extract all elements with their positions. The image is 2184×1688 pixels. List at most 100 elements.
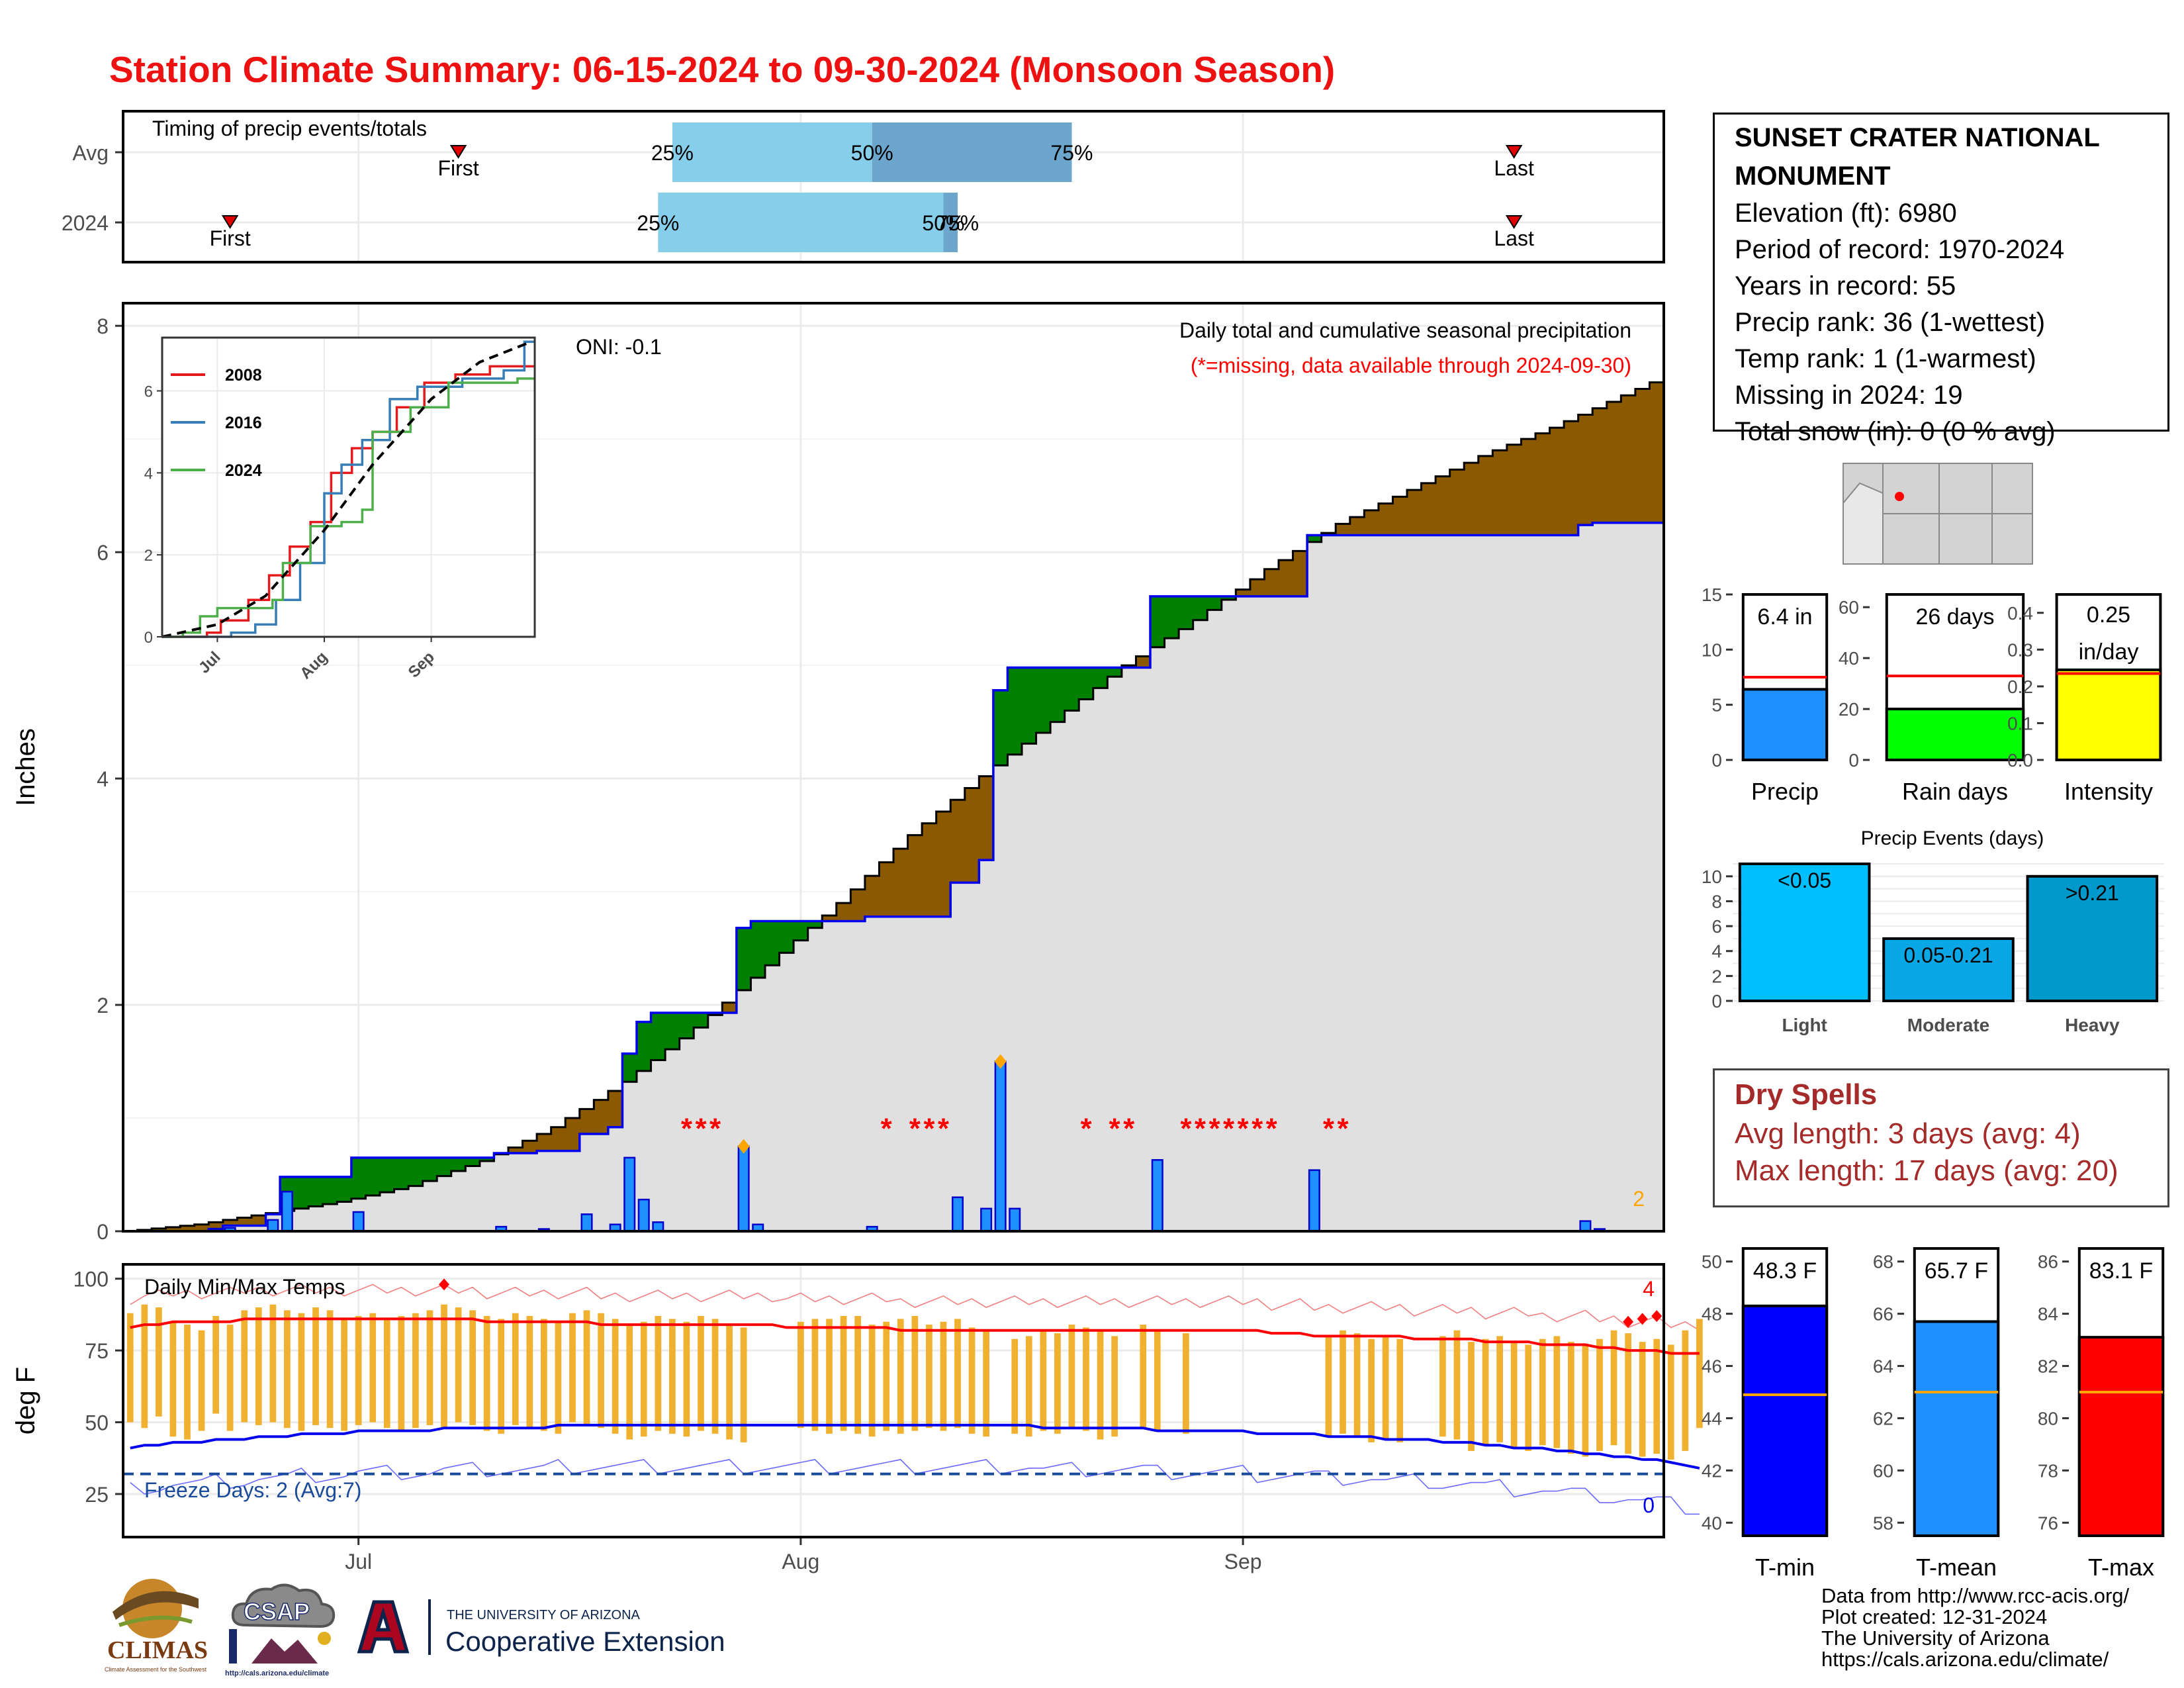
- timing-p25-label: 25%: [637, 211, 679, 235]
- temperature-summary-bars: 40 42 44 46 48 50 48.3 F T-min 58 60 62 64 66 68 65.7 …: [1702, 1247, 2173, 1581]
- precip-y-tick-label: 4: [97, 767, 109, 791]
- intensity-summary-y-tick-label: 0.1: [2007, 713, 2033, 733]
- cumulative-base-area: [123, 522, 1664, 1232]
- below-average-area: [950, 800, 966, 883]
- daily-temp-range-bar: [298, 1313, 305, 1431]
- daily-precip-bar: [951, 1196, 964, 1233]
- above-average-area: [465, 1157, 480, 1166]
- daily-temp-range-bar: [683, 1321, 690, 1437]
- daily-precip-bar: [980, 1207, 993, 1233]
- timing-bar-50-75: [943, 193, 958, 252]
- precip-y-tick-label: 2: [97, 994, 109, 1017]
- missing-data-marker: *: [1238, 1113, 1250, 1145]
- daily-temp-range-bar: [626, 1325, 633, 1440]
- legend-label-2008: 2008: [225, 366, 262, 385]
- below-average-area: [551, 1127, 566, 1151]
- precip-event-category-label: Moderate: [1907, 1015, 1989, 1035]
- daily-temp-range-bar: [1525, 1344, 1532, 1451]
- tmin-summary-y-tick-label: 50: [1702, 1252, 1722, 1272]
- climas-wordmark: CLIMAS: [107, 1636, 208, 1664]
- below-average-area: [579, 1109, 594, 1134]
- tmin-summary-y-tick-label: 46: [1702, 1356, 1722, 1377]
- missing-data-marker: *: [709, 1113, 721, 1145]
- station-precip-rank: Precip rank: 36 (1-wettest): [1735, 308, 2046, 337]
- below-average-area: [822, 915, 837, 921]
- below-average-area: [1621, 395, 1636, 523]
- missing-data-marker: *: [881, 1113, 893, 1145]
- daily-temp-range-bar: [1011, 1338, 1019, 1434]
- tmean-summary-y-tick-label: 64: [1873, 1356, 1893, 1377]
- daily-temp-range-bar: [1553, 1336, 1561, 1448]
- timing-bar-25-50: [658, 193, 944, 252]
- record-high-marker: [1651, 1310, 1662, 1323]
- below-average-area: [1236, 589, 1251, 596]
- average-min-line: [130, 1423, 1700, 1470]
- events-y-tick-label: 4: [1711, 941, 1722, 962]
- below-average-area: [1649, 382, 1664, 523]
- above-average-area: [1079, 667, 1094, 700]
- tmin-summary-axis-label: T-min: [1755, 1554, 1815, 1581]
- daily-temp-range-bar: [1496, 1336, 1503, 1442]
- dry-spells-box: Dry Spells Avg length: 3 days (avg: 4) M…: [1713, 1068, 2169, 1207]
- above-average-area: [1164, 596, 1179, 639]
- daily-temp-range-bar: [1468, 1342, 1475, 1451]
- below-average-area: [1136, 656, 1151, 668]
- daily-temp-range-bar: [1396, 1338, 1404, 1442]
- tmin-summary-y-tick-label: 42: [1702, 1460, 1722, 1481]
- temperature-chart-panel: 25 50 75 100 Jul Aug Sep Daily Min/Max Temps Fre…: [11, 1263, 1703, 1573]
- daily-temp-range-bar: [655, 1316, 662, 1431]
- tmax-summary-y-tick-label: 76: [2038, 1513, 2058, 1533]
- timing-row-label: Avg: [72, 141, 109, 165]
- record-high-marker: [1623, 1315, 1634, 1328]
- station-period: Period of record: 1970-2024: [1735, 235, 2065, 264]
- below-average-area: [165, 1227, 181, 1231]
- daily-temp-range-bar: [441, 1304, 447, 1429]
- daily-temp-range-bar: [483, 1316, 490, 1431]
- below-average-area: [237, 1217, 252, 1226]
- daily-temp-range-bar: [569, 1313, 576, 1423]
- daily-temp-range-bar: [711, 1319, 719, 1434]
- timing-p50-label: 50%: [922, 211, 964, 235]
- daily-temp-range-bar: [369, 1313, 377, 1423]
- below-average-area: [1407, 490, 1422, 536]
- above-average-area: [665, 1013, 680, 1050]
- daily-temp-range-bar: [241, 1310, 248, 1423]
- above-average-area: [1221, 596, 1236, 600]
- daily-temp-range-bar: [1582, 1344, 1589, 1457]
- below-average-area: [850, 889, 866, 921]
- above-average-area: [736, 927, 752, 990]
- above-average-area: [451, 1157, 466, 1172]
- inset-y-tick-label: 4: [144, 465, 153, 483]
- above-average-area: [779, 921, 794, 953]
- daily-precip-bar: [1579, 1220, 1592, 1233]
- daily-temp-range-bar: [1340, 1330, 1346, 1434]
- credit-line: The University of Arizona: [1821, 1626, 2050, 1650]
- timing-last-label: Last: [1494, 156, 1534, 180]
- daily-temp-range-bar: [854, 1316, 861, 1434]
- below-average-area: [1506, 444, 1522, 536]
- credit-line: https://cals.arizona.edu/climate/: [1821, 1648, 2109, 1671]
- above-average-area: [422, 1157, 437, 1182]
- precip-summary-bars: 0 5 10 15 6.4 in Precip 0 20 40 60 26 days Rain day…: [1702, 585, 2173, 805]
- below-average-area: [1364, 510, 1379, 536]
- daily-temp-range-bar: [1068, 1325, 1075, 1429]
- map-state-borders: [1882, 463, 2032, 564]
- daily-temp-range-bar: [1025, 1336, 1032, 1437]
- inset-y-tick-label: 6: [144, 383, 153, 400]
- x-tick-label: Jul: [345, 1550, 372, 1573]
- above-average-area: [437, 1157, 452, 1176]
- daily-temp-range-bar: [1097, 1330, 1104, 1440]
- above-average-area: [651, 1013, 666, 1060]
- daily-temp-range-bar: [383, 1319, 390, 1429]
- intensity-summary-value-bar: [2055, 668, 2162, 762]
- daily-temp-range-bar: [398, 1316, 405, 1431]
- below-average-area: [508, 1147, 523, 1154]
- daily-temp-range-bar: [255, 1307, 262, 1425]
- dry-spells-title: Dry Spells: [1735, 1078, 1878, 1111]
- daily-temp-range-bar: [1682, 1330, 1689, 1451]
- rain-days-summary-value-bar: [1885, 708, 2025, 761]
- tmax-summary-axis-label: T-max: [2088, 1554, 2154, 1581]
- dry-spells-avg: Avg length: 3 days (avg: 4): [1735, 1117, 2081, 1150]
